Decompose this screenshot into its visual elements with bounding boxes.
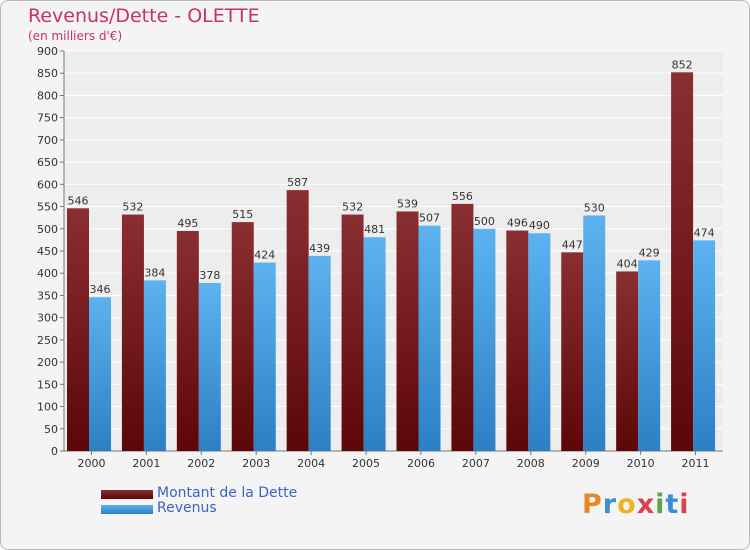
- bar-revenus-2004: [308, 255, 331, 451]
- data-label-dette-2001: 532: [122, 201, 143, 214]
- x-tick-label-2000: 2000: [77, 457, 105, 470]
- x-tick-label-2005: 2005: [352, 457, 380, 470]
- x-tick-label-2007: 2007: [462, 457, 490, 470]
- y-tick-label-150: 150: [37, 378, 58, 391]
- bar-dette-2007: [451, 203, 474, 451]
- bar-dette-2004: [286, 190, 309, 451]
- data-label-dette-2008: 496: [507, 217, 528, 230]
- bar-revenus-2010: [638, 260, 661, 451]
- x-tick-label-2002: 2002: [187, 457, 215, 470]
- bar-dette-2003: [231, 222, 254, 451]
- data-label-dette-2002: 495: [177, 217, 198, 230]
- y-tick-label-450: 450: [37, 245, 58, 258]
- logo-letter: i: [679, 489, 690, 520]
- y-tick-label-700: 700: [37, 134, 58, 147]
- data-label-dette-2004: 587: [287, 176, 308, 189]
- y-tick-label-850: 850: [37, 67, 58, 80]
- data-label-revenus-2000: 346: [90, 283, 111, 296]
- data-label-revenus-2011: 474: [694, 226, 715, 239]
- legend-label-dette: Montant de la Dette: [157, 485, 298, 501]
- legend-swatch-dette: [101, 490, 153, 499]
- logo-letter: o: [617, 489, 637, 520]
- data-label-revenus-2008: 490: [529, 219, 550, 232]
- bar-dette-2008: [506, 230, 529, 451]
- bar-dette-2005: [341, 214, 364, 451]
- y-tick-label-750: 750: [37, 112, 58, 125]
- bar-revenus-2001: [143, 280, 166, 451]
- bar-dette-2011: [671, 72, 694, 451]
- logo-letter: x: [636, 489, 656, 520]
- x-tick-label-2008: 2008: [517, 457, 545, 470]
- bar-revenus-2008: [528, 233, 551, 451]
- x-tick-label-2010: 2010: [627, 457, 655, 470]
- data-label-revenus-2009: 530: [584, 201, 605, 214]
- x-tick-label-2004: 2004: [297, 457, 325, 470]
- bar-revenus-2011: [693, 240, 716, 451]
- y-tick-label-50: 50: [44, 423, 58, 436]
- y-tick-label-500: 500: [37, 223, 58, 236]
- bar-revenus-2002: [198, 283, 221, 451]
- data-label-dette-2007: 556: [452, 190, 473, 203]
- data-label-revenus-2007: 500: [474, 215, 495, 228]
- chart-title: Revenus/Dette - OLETTE: [28, 5, 260, 27]
- logo-letter: i: [655, 489, 666, 520]
- data-label-dette-2005: 532: [342, 201, 363, 214]
- x-tick-label-2003: 2003: [242, 457, 270, 470]
- chart-subtitle: (en milliers d'€): [28, 29, 123, 43]
- bar-revenus-2007: [473, 228, 496, 451]
- logo-letter: t: [665, 489, 680, 520]
- proxiti-logo: Proxiti: [582, 489, 690, 520]
- x-tick-label-2011: 2011: [682, 457, 710, 470]
- bar-dette-2002: [176, 231, 199, 451]
- y-tick-label-350: 350: [37, 289, 58, 302]
- y-tick-label-800: 800: [37, 89, 58, 102]
- x-tick-label-2001: 2001: [132, 457, 160, 470]
- y-tick-label-650: 650: [37, 156, 58, 169]
- y-tick-label-100: 100: [37, 401, 58, 414]
- data-label-dette-2011: 852: [672, 58, 693, 71]
- bar-revenus-2006: [418, 225, 441, 451]
- logo-letter: r: [602, 489, 618, 520]
- y-tick-label-200: 200: [37, 356, 58, 369]
- bar-dette-2001: [121, 214, 144, 451]
- data-label-dette-2006: 539: [397, 197, 418, 210]
- data-label-revenus-2004: 439: [309, 242, 330, 255]
- x-tick-label-2009: 2009: [572, 457, 600, 470]
- bar-revenus-2009: [583, 215, 606, 451]
- legend-label-revenus: Revenus: [157, 500, 217, 516]
- bar-revenus-2005: [363, 237, 386, 451]
- y-tick-label-0: 0: [51, 445, 58, 458]
- data-label-dette-2010: 404: [617, 257, 638, 270]
- data-label-revenus-2010: 429: [639, 246, 660, 259]
- data-label-revenus-2002: 378: [199, 269, 220, 282]
- y-tick-label-900: 900: [37, 45, 58, 58]
- y-tick-label-550: 550: [37, 201, 58, 214]
- bar-dette-2006: [396, 211, 419, 451]
- data-label-revenus-2005: 481: [364, 223, 385, 236]
- x-tick-label-2006: 2006: [407, 457, 435, 470]
- y-tick-label-300: 300: [37, 312, 58, 325]
- y-tick-label-400: 400: [37, 267, 58, 280]
- bar-dette-2009: [561, 252, 584, 451]
- data-label-revenus-2003: 424: [254, 249, 275, 262]
- bar-revenus-2000: [89, 297, 111, 451]
- y-tick-label-600: 600: [37, 178, 58, 191]
- data-label-dette-2003: 515: [232, 208, 253, 221]
- bar-dette-2000: [67, 208, 89, 451]
- data-label-revenus-2001: 384: [144, 266, 165, 279]
- data-label-revenus-2006: 507: [419, 212, 440, 225]
- logo-letter: P: [582, 489, 603, 520]
- data-label-dette-2000: 546: [68, 194, 89, 207]
- bar-dette-2010: [616, 271, 639, 451]
- bar-revenus-2003: [253, 262, 276, 451]
- data-label-dette-2009: 447: [562, 238, 583, 251]
- legend-swatch-revenus: [101, 505, 153, 514]
- y-tick-label-250: 250: [37, 334, 58, 347]
